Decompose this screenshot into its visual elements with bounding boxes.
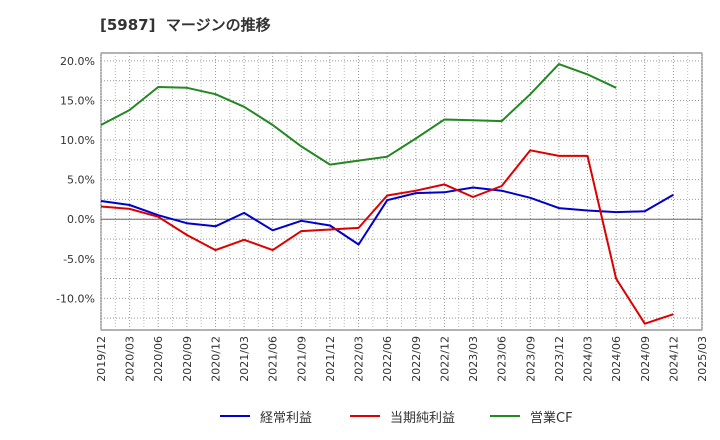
legend-item: 営業CF <box>490 404 573 428</box>
x-tick-label: 2020/03 <box>124 336 137 382</box>
legend-label: 当期純利益 <box>390 410 456 426</box>
x-tick-label: 2021/06 <box>267 336 280 382</box>
x-tick-label: 2025/03 <box>696 336 709 382</box>
legend-label: 営業CF <box>530 410 573 426</box>
x-tick-label: 2023/03 <box>467 336 480 382</box>
legend-swatch <box>220 415 250 417</box>
y-tick-label: 10.0% <box>60 134 95 147</box>
chart-title: [5987] マージンの推移 <box>100 16 271 34</box>
legend-item: 経常利益 <box>220 404 312 428</box>
y-tick-label: 15.0% <box>60 94 95 107</box>
x-tick-label: 2020/12 <box>209 336 222 382</box>
x-tick-label: 2020/06 <box>152 336 165 382</box>
x-tick-label: 2022/06 <box>381 336 394 382</box>
x-tick-label: 2021/12 <box>324 336 337 382</box>
legend-label: 経常利益 <box>260 410 313 426</box>
chart-legend: 経常利益 当期純利益 営業CF <box>0 404 720 428</box>
y-tick-label: -5.0% <box>63 253 95 266</box>
x-tick-label: 2024/03 <box>582 336 595 382</box>
y-tick-label: -10.0% <box>56 292 95 305</box>
y-tick-label: 0.0% <box>67 213 95 226</box>
x-tick-label: 2024/12 <box>667 336 680 382</box>
x-tick-label: 2023/12 <box>553 336 566 382</box>
y-tick-label: 20.0% <box>60 55 95 68</box>
legend-item: 当期純利益 <box>350 404 455 428</box>
x-tick-label: 2024/09 <box>639 336 652 382</box>
x-tick-label: 2023/09 <box>524 336 537 382</box>
x-tick-label: 2022/12 <box>438 336 451 382</box>
legend-swatch <box>490 415 520 417</box>
x-tick-label: 2020/09 <box>181 336 194 382</box>
legend-swatch <box>350 415 380 417</box>
x-tick-label: 2023/06 <box>496 336 509 382</box>
x-tick-label: 2022/09 <box>410 336 423 382</box>
x-tick-label: 2021/09 <box>295 336 308 382</box>
x-tick-label: 2022/03 <box>353 336 366 382</box>
y-tick-label: 5.0% <box>67 174 95 187</box>
x-tick-label: 2021/03 <box>238 336 251 382</box>
x-tick-label: 2024/06 <box>610 336 623 382</box>
x-tick-label: 2019/12 <box>95 336 108 382</box>
